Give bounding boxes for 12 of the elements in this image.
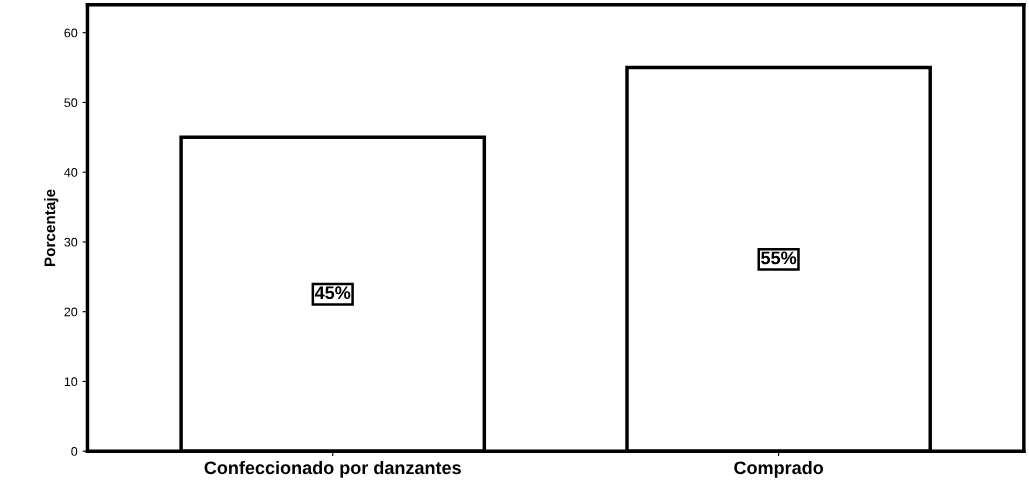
y-tick-label: 60	[64, 28, 78, 38]
data-label: 45%	[314, 286, 351, 300]
y-axis-title: Porcentaje	[44, 189, 59, 267]
y-tick-label: 50	[64, 98, 78, 108]
y-tick-label: 40	[64, 168, 78, 177]
data-label: 55%	[761, 251, 797, 265]
y-tick-label: 20	[64, 307, 78, 317]
x-tick-label: Comprado	[734, 460, 824, 478]
y-tick-label: 0	[71, 447, 78, 456]
x-tick-label: Confeccionado por danzantes	[204, 460, 461, 478]
y-tick-label: 30	[64, 237, 78, 247]
y-tick-label: 10	[64, 377, 78, 387]
